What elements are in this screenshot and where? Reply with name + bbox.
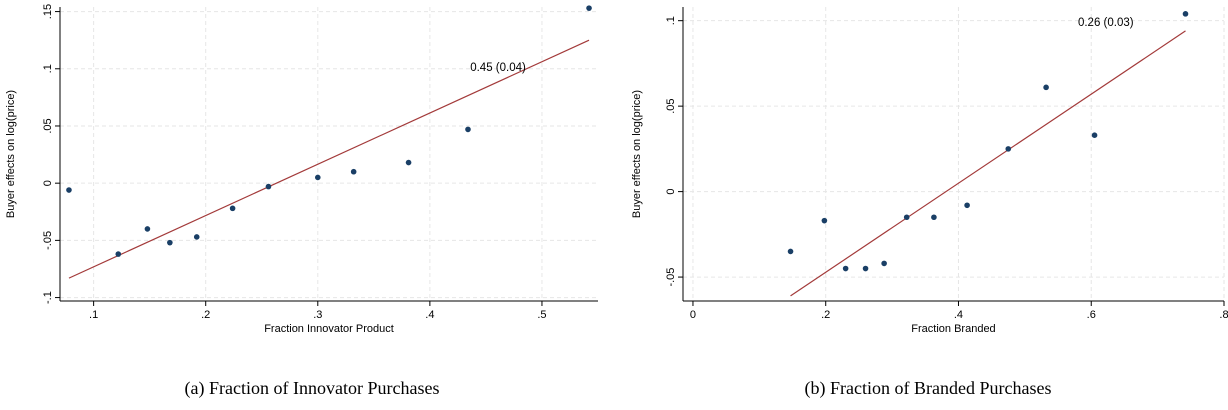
slope-annotation: 0.26 (0.03) — [1078, 17, 1134, 29]
fit-line — [68, 39, 590, 279]
x-tick-label: .8 — [1219, 309, 1228, 321]
y-tick-label: -.05 — [665, 268, 677, 287]
y-tick-label: 0 — [42, 180, 54, 186]
data-point — [144, 226, 151, 232]
data-point — [821, 217, 828, 224]
y-tick-label: 0 — [665, 189, 677, 195]
x-axis-title: Fraction Branded — [911, 323, 995, 335]
data-point — [66, 187, 72, 193]
y-axis-title: Buyer effects on log(price) — [631, 90, 643, 218]
figure-caption: (a) Fraction of Innovator Purchases — [185, 378, 440, 399]
figure-caption: (b) Fraction of Branded Purchases — [805, 378, 1052, 399]
data-point — [842, 265, 849, 272]
y-tick-label: -.1 — [42, 291, 54, 304]
x-tick-label: .6 — [1087, 309, 1096, 321]
data-point — [787, 248, 794, 255]
slope-annotation: 0.45 (0.04) — [470, 62, 526, 74]
data-point — [1182, 11, 1189, 17]
x-tick-label: .4 — [425, 309, 434, 321]
y-axis-title: Buyer effects on log(price) — [5, 90, 17, 218]
data-point — [115, 251, 122, 257]
data-point — [964, 202, 970, 209]
data-point — [167, 239, 173, 246]
data-point — [465, 126, 471, 133]
data-point — [586, 5, 592, 11]
data-point — [931, 214, 937, 221]
fit-line — [790, 30, 1186, 297]
x-axis-title: Fraction Innovator Product — [264, 323, 394, 335]
y-tick-label: .05 — [665, 98, 677, 113]
data-point — [1043, 84, 1049, 91]
data-point — [265, 183, 272, 190]
data-point — [193, 234, 200, 240]
x-tick-label: .4 — [954, 309, 963, 321]
data-point — [903, 214, 910, 221]
data-point — [881, 260, 887, 267]
data-point — [405, 159, 412, 166]
data-point — [862, 265, 869, 272]
data-point — [229, 205, 236, 212]
y-tick-label: .1 — [42, 64, 54, 73]
x-tick-label: .1 — [89, 309, 98, 321]
data-point — [1005, 146, 1012, 152]
chart-panel-a: .1 .2 .3 .4 .5 -.1 -.05 0 .05 .1 .15 Fraction Innov… — [5, 4, 598, 399]
chart-panel-b: 0 .2 .4 .6 .8 -.05 0 .05 .1 Fraction Branded Buyer… — [631, 7, 1228, 399]
y-tick-label: .05 — [42, 118, 54, 133]
y-tick-label: .15 — [42, 4, 54, 19]
x-tick-label: .3 — [313, 309, 322, 321]
x-tick-label: .2 — [821, 309, 830, 321]
data-point — [350, 168, 357, 175]
y-tick-label: -.05 — [42, 231, 54, 250]
x-tick-label: .2 — [201, 309, 210, 321]
y-tick-label: .1 — [665, 16, 677, 25]
data-point — [314, 174, 321, 181]
data-point — [1091, 132, 1098, 138]
x-tick-label: .5 — [537, 309, 546, 321]
x-tick-label: 0 — [690, 309, 696, 321]
